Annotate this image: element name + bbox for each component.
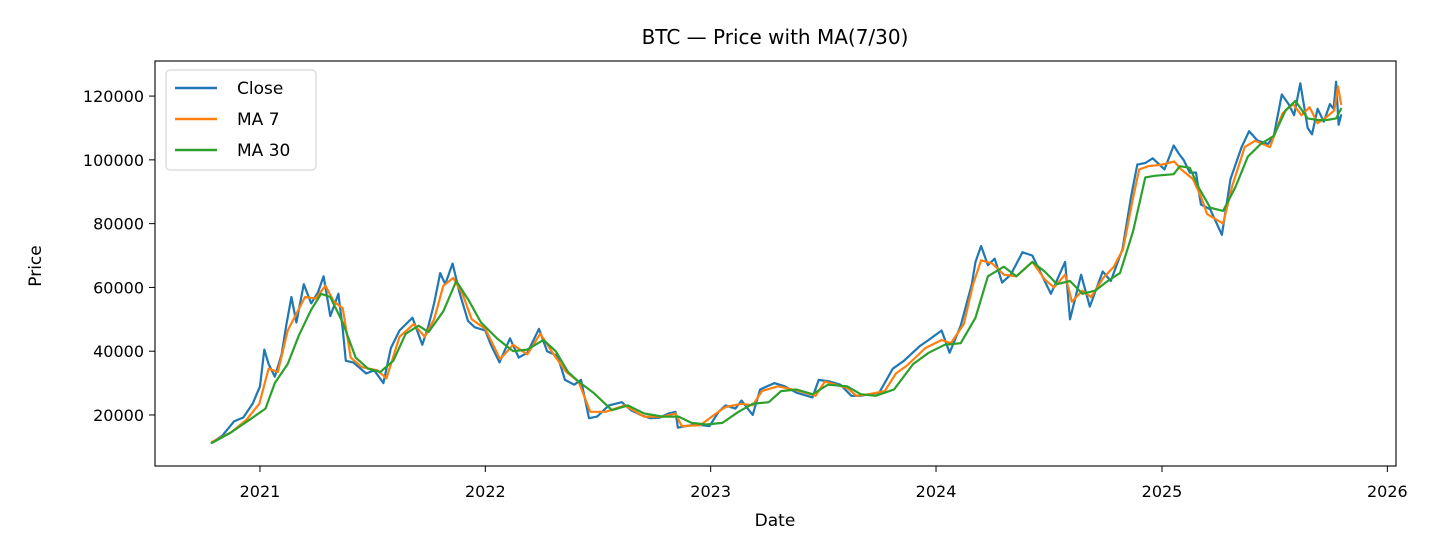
series-line-close bbox=[210, 80, 1343, 444]
legend-box bbox=[165, 69, 317, 171]
y-tick-label: 100000 bbox=[83, 151, 144, 170]
x-tick-label: 2025 bbox=[1142, 482, 1183, 501]
legend-label-ma-30: MA 30 bbox=[237, 141, 290, 161]
y-axis-title: Price bbox=[26, 245, 46, 286]
chart-title: BTC — Price with MA(7/30) bbox=[642, 25, 909, 49]
x-tick-label: 2021 bbox=[240, 482, 281, 501]
y-tick-label: 20000 bbox=[93, 406, 144, 425]
y-tick-label: 40000 bbox=[93, 342, 144, 361]
plot-frame bbox=[154, 60, 1397, 467]
legend: Close MA 7 MA 30 bbox=[165, 69, 317, 171]
y-tick-label: 60000 bbox=[93, 278, 144, 297]
series-line-ma-7 bbox=[210, 85, 1343, 444]
series-line-ma-30 bbox=[210, 99, 1343, 445]
legend-label-close: Close bbox=[237, 79, 283, 99]
x-tick-label: 2023 bbox=[690, 482, 731, 501]
y-tick-label: 80000 bbox=[93, 215, 144, 234]
x-tick-label: 2026 bbox=[1367, 482, 1408, 501]
x-tick-label: 2024 bbox=[916, 482, 957, 501]
x-axis-title: Date bbox=[755, 511, 796, 531]
legend-label-ma-7: MA 7 bbox=[237, 110, 280, 130]
x-tick-label: 2022 bbox=[465, 482, 506, 501]
axes-layer: 2021 2022 2023 2024 2025 2026 20000 40000 60000 8… bbox=[83, 60, 1408, 501]
y-tick-label: 120000 bbox=[83, 87, 144, 106]
lines-layer bbox=[210, 80, 1343, 445]
